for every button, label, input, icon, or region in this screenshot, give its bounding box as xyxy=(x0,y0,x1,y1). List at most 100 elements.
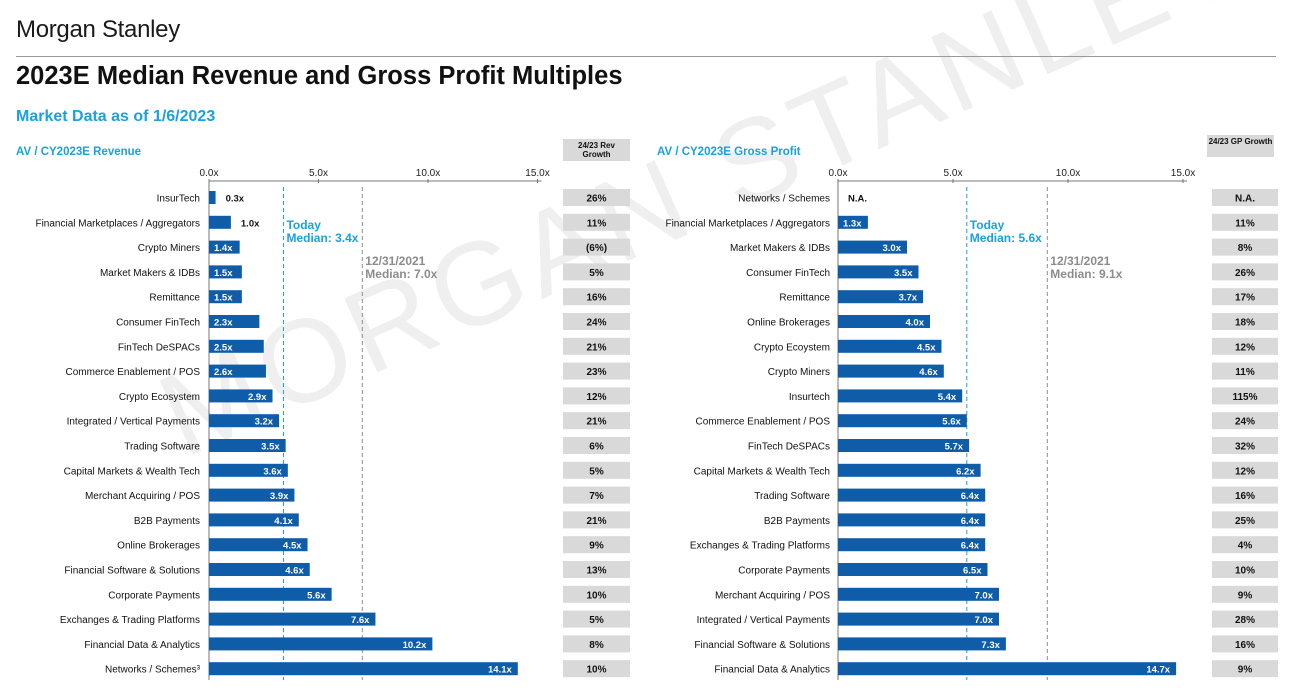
revenue-growth-cell xyxy=(563,585,630,603)
gross-profit-bar xyxy=(838,563,988,576)
revenue-bar xyxy=(209,240,240,254)
revenue-bar xyxy=(209,389,273,403)
revenue-median-value: Median: 7.0x xyxy=(365,267,437,281)
page-subtitle: Market Data as of 1/6/2023 xyxy=(16,108,216,125)
gross-profit-growth-header: 24/23 GP Growth xyxy=(1207,135,1274,157)
gross-profit-category-label: Trading Software xyxy=(754,491,830,502)
revenue-growth-value: 10% xyxy=(586,590,606,601)
gross-profit-growth-value: 25% xyxy=(1235,516,1255,527)
gross-profit-median-label: Today xyxy=(970,218,1005,232)
gross-profit-growth-cell xyxy=(1212,189,1278,206)
revenue-category-label: Trading Software xyxy=(124,442,200,453)
header-divider xyxy=(16,56,1276,57)
gross-profit-median-label: 12/31/2021 xyxy=(1050,254,1110,268)
gross-profit-growth-value: 24% xyxy=(1235,417,1255,428)
gross-profit-bar-label: 6.2x xyxy=(956,466,975,477)
revenue-growth-value: 7% xyxy=(589,491,604,502)
revenue-xtick-label: 0.0x xyxy=(200,168,219,179)
revenue-bar-label: 3.6x xyxy=(263,466,282,477)
gross-profit-growth-cell xyxy=(1212,536,1278,554)
gross-profit-category-label: Insurtech xyxy=(789,392,830,403)
gross-profit-bar-label: 7.0x xyxy=(975,615,994,626)
gross-profit-bar xyxy=(838,612,999,626)
revenue-category-label: B2B Payments xyxy=(134,516,200,527)
gross-profit-category-label: Merchant Acquiring / POS xyxy=(715,590,830,601)
gross-profit-bar xyxy=(838,414,967,428)
revenue-growth-cell xyxy=(563,337,630,355)
revenue-category-label: Crypto Ecosystem xyxy=(119,392,200,403)
revenue-category-label: Crypto Miners xyxy=(138,243,200,254)
gross-profit-bar xyxy=(838,538,986,552)
gross-profit-category-label: B2B Payments xyxy=(764,516,830,527)
revenue-growth-value: 23% xyxy=(586,367,606,378)
revenue-bar xyxy=(209,513,299,527)
gross-profit-bar xyxy=(838,240,907,254)
gross-profit-growth-value: 17% xyxy=(1235,293,1255,304)
gross-profit-category-label: Crypto Miners xyxy=(768,367,830,378)
gross-profit-bar-label: 6.4x xyxy=(961,516,980,527)
gross-profit-xtick-label: 0.0x xyxy=(829,168,848,179)
revenue-median-value: Median: 3.4x xyxy=(286,231,358,245)
revenue-bar-label: 14.1x xyxy=(488,665,512,676)
gross-profit-growth-cell xyxy=(1212,362,1278,380)
revenue-bar xyxy=(209,290,242,304)
gross-profit-bar-label: 3.7x xyxy=(899,293,918,304)
revenue-bar-label: 2.9x xyxy=(248,392,267,403)
gross-profit-bar xyxy=(838,315,930,328)
revenue-category-label: Consumer FinTech xyxy=(116,318,200,329)
gross-profit-bar-label: 6.4x xyxy=(961,491,980,502)
gross-profit-growth-cell xyxy=(1212,486,1278,504)
gross-profit-category-label: Exchanges & Trading Platforms xyxy=(690,541,830,552)
revenue-growth-cell xyxy=(563,437,630,454)
revenue-bar-label: 1.0x xyxy=(241,218,260,229)
gross-profit-median-value: Median: 5.6x xyxy=(970,231,1042,245)
gross-profit-growth-value: 12% xyxy=(1235,342,1255,353)
revenue-bar xyxy=(209,414,280,428)
gross-profit-bar xyxy=(838,587,999,601)
revenue-category-label: Online Brokerages xyxy=(117,541,200,552)
revenue-bar-label: 3.2x xyxy=(255,417,274,428)
gross-profit-growth-cell xyxy=(1212,635,1278,653)
revenue-growth-value: 9% xyxy=(589,541,604,552)
revenue-growth-cell xyxy=(563,635,630,653)
revenue-bar-label: 4.6x xyxy=(285,566,304,577)
revenue-bar xyxy=(209,439,286,452)
revenue-growth-cell xyxy=(563,412,630,430)
revenue-xtick-label: 15.0x xyxy=(525,168,549,179)
gross-profit-category-label: FinTech DeSPACs xyxy=(748,442,830,453)
revenue-bar xyxy=(209,215,231,229)
revenue-growth-value: 8% xyxy=(589,640,604,651)
gross-profit-bar-label: N.A. xyxy=(848,194,867,205)
gross-profit-bar-label: 5.4x xyxy=(938,392,957,403)
revenue-bar xyxy=(209,364,266,378)
revenue-growth-header: 24/23 Rev Growth xyxy=(563,139,630,161)
gross-profit-growth-value: 16% xyxy=(1235,640,1255,651)
revenue-growth-value: 16% xyxy=(586,293,606,304)
gross-profit-bar-label: 7.0x xyxy=(975,590,994,601)
gross-profit-growth-cell xyxy=(1212,585,1278,603)
gross-profit-growth-value: 9% xyxy=(1238,590,1253,601)
gross-profit-growth-cell xyxy=(1212,387,1278,405)
revenue-growth-value: 24% xyxy=(586,318,606,329)
revenue-growth-cell xyxy=(563,263,630,281)
gross-profit-xtick-label: 15.0x xyxy=(1171,168,1195,179)
revenue-growth-value: 10% xyxy=(586,665,606,676)
revenue-category-label: Corporate Payments xyxy=(108,590,200,601)
revenue-bar-label: 3.5x xyxy=(261,442,280,453)
revenue-category-label: Financial Software & Solutions xyxy=(64,566,200,577)
gross-profit-growth-value: 18% xyxy=(1235,318,1255,329)
revenue-bar-label: 7.6x xyxy=(351,615,370,626)
revenue-category-label: Financial Data & Analytics xyxy=(84,640,200,651)
revenue-median-label: 12/31/2021 xyxy=(365,254,425,268)
gross-profit-category-label: Commerce Enablement / POS xyxy=(696,417,831,428)
revenue-category-label: Commerce Enablement / POS xyxy=(66,367,201,378)
gross-profit-bar xyxy=(838,662,1177,676)
revenue-bar-label: 1.5x xyxy=(214,293,233,304)
gross-profit-growth-cell xyxy=(1212,660,1278,678)
revenue-growth-cell xyxy=(563,511,630,529)
gross-profit-bar-label: 6.5x xyxy=(963,566,982,577)
gross-profit-growth-cell xyxy=(1212,263,1278,281)
gross-profit-growth-cell xyxy=(1212,337,1278,355)
revenue-bar xyxy=(209,463,288,477)
revenue-growth-value: 21% xyxy=(586,516,606,527)
